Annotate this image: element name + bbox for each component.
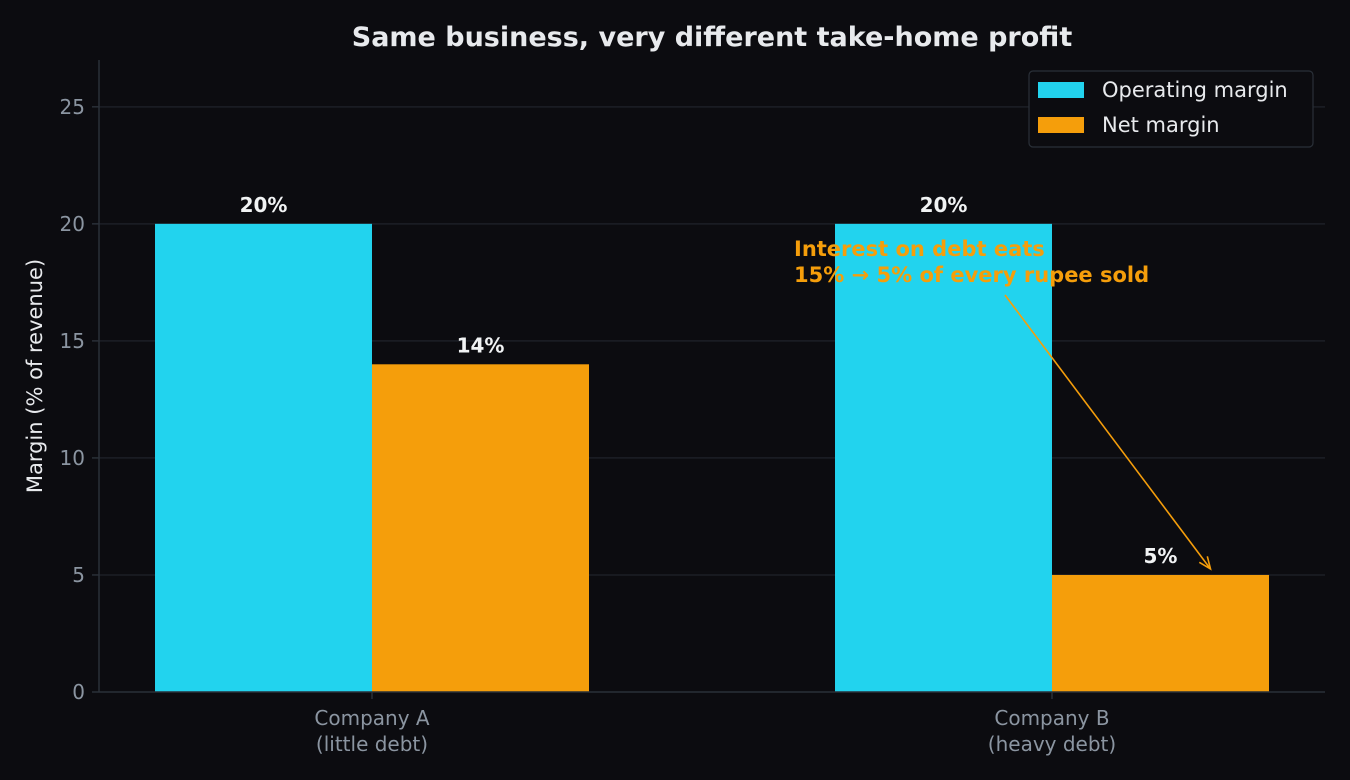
bar: [1052, 574, 1269, 692]
legend-swatch: [1038, 117, 1084, 133]
y-tick-label: 15: [60, 329, 85, 353]
legend-swatch: [1038, 82, 1084, 98]
x-tick-label: Company A: [314, 706, 430, 730]
bar-value-label: 5%: [1144, 544, 1178, 568]
bar: [835, 223, 1052, 692]
y-tick-label: 10: [60, 446, 85, 470]
bar-value-label: 14%: [457, 333, 505, 357]
y-tick-label: 20: [60, 212, 85, 236]
bar: [372, 364, 589, 692]
bar-value-labels: 20% 20% 14% 5%: [240, 193, 1178, 568]
x-tick-label: (little debt): [316, 732, 428, 756]
bar-value-label: 20%: [240, 193, 288, 217]
y-tick-label: 25: [60, 95, 85, 119]
x-tick-label: Company B: [994, 706, 1109, 730]
bar: [155, 223, 372, 692]
chart-title: Same business, very different take-home …: [352, 22, 1073, 53]
annotation-arrowhead: [1198, 556, 1212, 571]
y-tick-label: 0: [72, 680, 85, 704]
legend-box: [1028, 70, 1314, 148]
legend-label: Operating margin: [1102, 78, 1288, 102]
bars: [155, 223, 1269, 692]
y-axis-label: Margin (% of revenue): [23, 259, 47, 493]
annotation-arrow: [1004, 294, 1212, 570]
annotation-text: 15% → 5% of every rupee sold: [794, 263, 1149, 287]
y-tick-label: 5: [72, 563, 85, 587]
legend-label: Net margin: [1102, 113, 1220, 137]
axes: 0 5 10 15 20 25 Company A(little debt) Company …: [60, 60, 1325, 756]
legend: Operating margin Net margin: [1028, 70, 1314, 148]
x-tick-label: (heavy debt): [988, 732, 1116, 756]
annotation-text: Interest on debt eats: [794, 237, 1045, 261]
bar-value-label: 20%: [920, 193, 968, 217]
